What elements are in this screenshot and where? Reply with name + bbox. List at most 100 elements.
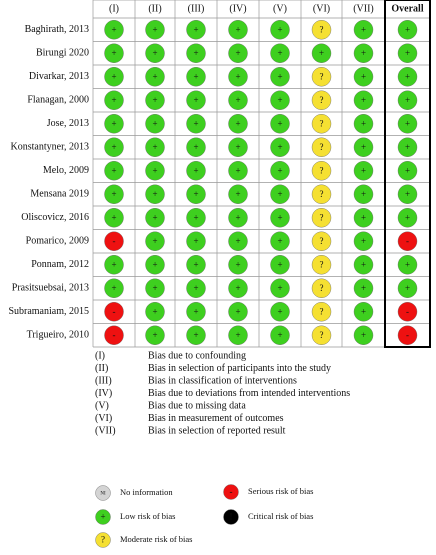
domain-text: Bias in measurement of outcomes [148, 413, 284, 424]
overall-judgment-symbol: + [405, 24, 410, 34]
judgment-symbol: + [193, 283, 198, 293]
judgment-symbol: + [111, 95, 116, 105]
overall-judgment [397, 67, 418, 87]
overall-judgment [397, 43, 418, 63]
judgment [311, 43, 332, 63]
study-name: Konstantyner, 2013 [11, 142, 89, 153]
study-name: Mensana 2019 [30, 189, 89, 200]
judgment-symbol: + [152, 118, 157, 128]
judgment [311, 231, 332, 251]
judgment-symbol: ? [320, 95, 324, 105]
study-name: Prasitsuebsai, 2013 [12, 283, 89, 294]
judgment-symbol: + [277, 283, 282, 293]
judgment [145, 208, 165, 228]
judgment-symbol: + [152, 189, 157, 199]
judgment [186, 231, 206, 251]
key-icon-symbol: - [230, 487, 233, 497]
overall-judgment-symbol: + [405, 212, 410, 222]
judgment-symbol: + [193, 165, 198, 175]
judgment-symbol: + [152, 330, 157, 340]
judgment-symbol: + [152, 71, 157, 81]
judgment [228, 137, 248, 157]
judgment-symbol: + [193, 236, 198, 246]
judgment-symbol: + [235, 306, 240, 316]
judgment-symbol: + [193, 212, 198, 222]
judgment-symbol: ? [320, 236, 324, 246]
overall-judgment [397, 137, 418, 157]
judgment-symbol: + [193, 306, 198, 316]
overall-judgment [397, 208, 418, 228]
judgment [145, 90, 165, 110]
judgment [104, 43, 124, 63]
judgment [353, 302, 374, 322]
column-header: (I) [109, 3, 119, 14]
judgment-symbol: + [361, 118, 366, 128]
overall-judgment-symbol: + [405, 283, 410, 293]
judgment-symbol: + [152, 283, 157, 293]
judgment [270, 114, 290, 134]
judgment-symbol: + [152, 95, 157, 105]
judgment [353, 208, 374, 228]
judgment [353, 137, 374, 157]
judgment [270, 255, 290, 275]
judgment-symbol: + [235, 283, 240, 293]
column-header: (V) [273, 3, 287, 14]
judgment-symbol: + [235, 165, 240, 175]
overall-judgment-symbol: + [405, 259, 410, 269]
judgment-symbol: + [111, 212, 116, 222]
judgment-symbol: + [277, 24, 282, 34]
domain-text: Bias due to confounding [148, 350, 246, 361]
key-icon-symbol: ? [101, 535, 105, 545]
judgment-symbol: + [277, 71, 282, 81]
judgment-symbol: + [152, 236, 157, 246]
judgment-symbol: + [361, 236, 366, 246]
judgment [104, 114, 124, 134]
judgment-symbol: + [277, 48, 282, 58]
judgment-symbol: ? [320, 24, 324, 34]
judgment [311, 325, 332, 345]
domain-code: (II) [95, 363, 108, 374]
judgment-symbol: + [111, 24, 116, 34]
study-name: Birungi 2020 [36, 48, 89, 59]
judgment-symbol: + [152, 306, 157, 316]
study-name: Jose, 2013 [47, 118, 89, 129]
judgment [104, 161, 124, 181]
judgment [311, 137, 332, 157]
study-name: Oliscovicz, 2016 [21, 212, 89, 223]
judgment-symbol: ? [320, 142, 324, 152]
judgment [311, 90, 332, 110]
judgment [270, 302, 290, 322]
judgment [186, 302, 206, 322]
overall-judgment-symbol: + [405, 142, 410, 152]
domain-code: (V) [95, 400, 109, 411]
judgment [104, 208, 124, 228]
key-icon [95, 485, 111, 501]
judgment [104, 67, 124, 87]
judgment-symbol: ? [320, 259, 324, 269]
judgment [228, 255, 248, 275]
judgment [270, 43, 290, 63]
judgment [145, 67, 165, 87]
judgment-symbol: + [361, 283, 366, 293]
judgment [186, 43, 206, 63]
judgment [104, 302, 124, 322]
judgment-symbol: + [277, 330, 282, 340]
column-header: (II) [148, 3, 161, 14]
key-icon-symbol: NI [100, 492, 106, 497]
judgment-symbol: + [361, 330, 366, 340]
study-name: Pomarico, 2009 [26, 236, 89, 247]
judgment [228, 20, 248, 40]
overall-judgment [397, 302, 418, 322]
judgment [353, 325, 374, 345]
key-icon [223, 484, 239, 500]
column-header: (IV) [229, 3, 246, 14]
judgment [186, 184, 206, 204]
judgment-symbol: + [235, 330, 240, 340]
judgment [145, 137, 165, 157]
judgment [186, 278, 206, 298]
judgment-symbol: + [193, 118, 198, 128]
judgment-symbol: ? [320, 118, 324, 128]
judgment-symbol: + [152, 48, 157, 58]
judgment [186, 208, 206, 228]
judgment-symbol: + [152, 24, 157, 34]
